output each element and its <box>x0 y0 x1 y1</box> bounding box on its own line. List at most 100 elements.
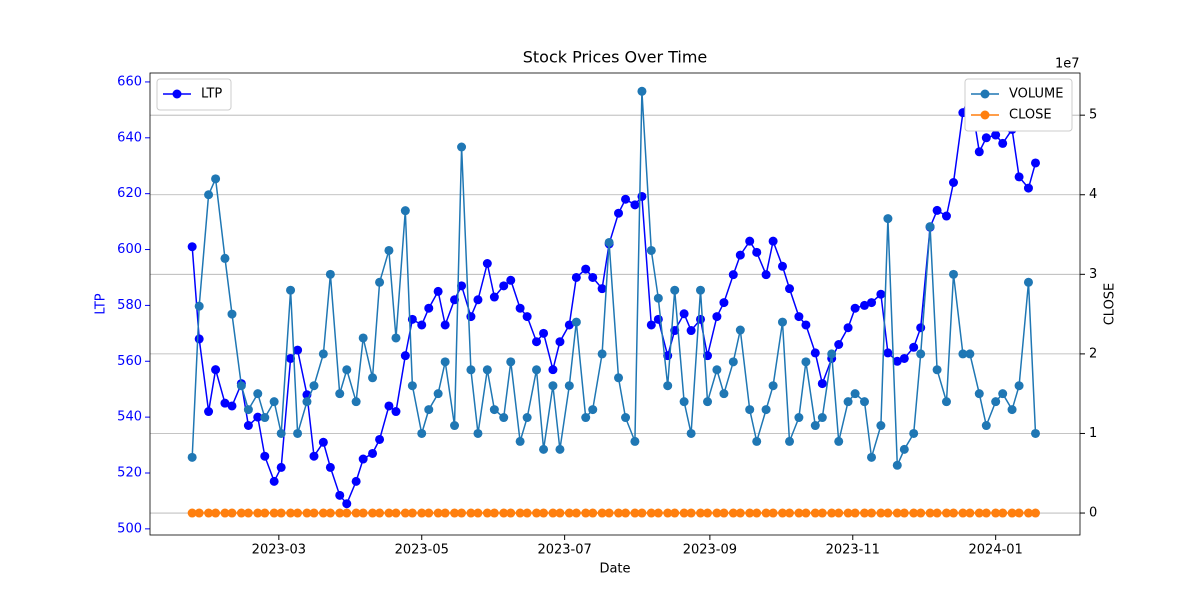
x-tick-label: 2023-03 <box>252 543 306 558</box>
marker <box>621 194 631 204</box>
marker <box>925 508 935 518</box>
marker <box>728 508 738 518</box>
marker <box>909 428 919 438</box>
marker <box>417 320 427 330</box>
marker <box>663 508 673 518</box>
marker <box>555 508 565 518</box>
marker <box>187 508 197 518</box>
marker <box>384 401 394 411</box>
marker <box>450 421 460 431</box>
marker <box>293 508 303 518</box>
marker <box>686 508 696 518</box>
marker <box>777 317 787 327</box>
marker <box>703 508 713 518</box>
marker <box>286 285 296 295</box>
marker <box>440 357 450 367</box>
x-axis-label: Date <box>599 562 630 577</box>
marker <box>227 309 237 319</box>
marker <box>974 508 984 518</box>
marker <box>342 499 352 509</box>
marker <box>728 357 738 367</box>
marker <box>325 269 335 279</box>
marker <box>253 389 263 399</box>
marker <box>499 508 509 518</box>
marker <box>1014 172 1024 182</box>
marker <box>227 508 237 518</box>
marker <box>539 444 549 454</box>
marker <box>187 242 197 252</box>
marker <box>810 508 820 518</box>
marker <box>810 421 820 431</box>
marker <box>843 508 853 518</box>
marker <box>325 462 335 472</box>
marker <box>588 405 598 415</box>
marker <box>1023 183 1033 193</box>
marker <box>991 397 1001 407</box>
marker <box>368 373 378 383</box>
marker <box>424 303 434 313</box>
marker <box>899 444 909 454</box>
marker <box>712 508 722 518</box>
marker <box>358 508 368 518</box>
marker <box>548 508 558 518</box>
marker <box>253 412 263 422</box>
marker <box>653 293 663 303</box>
y2-offset: 1e7 <box>1055 57 1080 72</box>
marker <box>752 508 762 518</box>
marker <box>916 349 926 359</box>
marker <box>335 508 345 518</box>
marker <box>850 389 860 399</box>
marker <box>614 508 624 518</box>
y-tick-label: 580 <box>117 298 142 313</box>
marker <box>817 379 827 389</box>
marker <box>375 434 385 444</box>
marker <box>243 405 253 415</box>
marker <box>949 269 959 279</box>
marker <box>719 508 729 518</box>
marker <box>243 508 253 518</box>
marker <box>679 309 689 319</box>
y-tick-label: 540 <box>117 410 142 425</box>
marker <box>892 356 902 366</box>
marker <box>548 381 558 391</box>
marker <box>965 508 975 518</box>
x-tick-label: 2023-09 <box>683 543 737 558</box>
marker <box>564 508 574 518</box>
marker <box>597 508 607 518</box>
marker <box>440 508 450 518</box>
marker <box>637 86 647 96</box>
marker <box>564 320 574 330</box>
x-tick-label: 2023-11 <box>826 543 880 558</box>
y2-tick-label: 2 <box>1089 346 1097 361</box>
marker <box>876 421 886 431</box>
marker <box>539 508 549 518</box>
marker <box>269 397 279 407</box>
marker <box>670 285 680 295</box>
x-tick-label: 2024-01 <box>969 543 1023 558</box>
y2-tick-label: 1 <box>1089 426 1097 441</box>
marker <box>400 351 410 361</box>
marker <box>368 508 378 518</box>
x-tick-label: 2023-05 <box>395 543 449 558</box>
marker <box>614 208 624 218</box>
marker <box>1023 508 1033 518</box>
marker <box>801 320 811 330</box>
marker <box>916 323 926 333</box>
marker <box>581 413 591 423</box>
marker <box>335 389 345 399</box>
marker <box>801 357 811 367</box>
marker <box>1030 158 1040 168</box>
marker <box>777 508 787 518</box>
series <box>187 86 1040 470</box>
marker <box>794 508 804 518</box>
marker <box>735 325 745 335</box>
marker <box>941 397 951 407</box>
marker <box>630 508 640 518</box>
legend-label: CLOSE <box>1009 108 1052 123</box>
marker <box>309 508 319 518</box>
marker <box>204 508 214 518</box>
marker <box>735 508 745 518</box>
marker <box>696 508 706 518</box>
marker <box>522 312 532 322</box>
